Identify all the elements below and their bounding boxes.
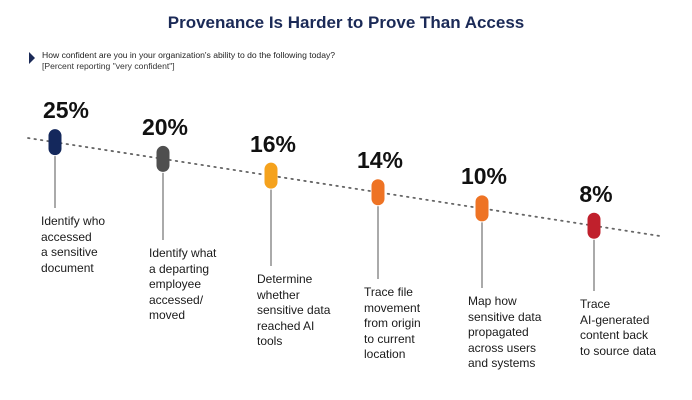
category-label-line: employee (149, 277, 202, 291)
survey-question: How confident are you in your organizati… (42, 50, 336, 60)
category-label-line: Trace file (364, 285, 413, 299)
category-label-line: moved (149, 308, 186, 322)
category-label: Identify what a departing employee accessed… (149, 246, 216, 324)
category-label-line: to source data (580, 343, 657, 358)
category-label-line: sensitive data (468, 309, 542, 324)
value-label: 8% (579, 180, 613, 207)
trend-line (27, 137, 661, 237)
category-label-line: document (41, 260, 94, 275)
category-label-line: from origin (364, 316, 421, 330)
category-label-line: across users (468, 340, 537, 355)
category-label-line: Determine (257, 272, 313, 286)
category-label: Determine whether sensitive data reached AI… (257, 272, 330, 350)
category-label-line: a departing (149, 261, 210, 276)
category-label-line: movement (364, 300, 421, 315)
category-label-line: Map how (468, 294, 517, 308)
category-label: Trace AI-generated content back to source d… (580, 297, 656, 359)
category-label: Identify who accessed a sensitive document (41, 214, 105, 276)
value-label: 25% (42, 97, 90, 124)
data-point-marker (587, 212, 601, 239)
data-point-marker (475, 195, 489, 222)
category-label-line: sensitive data (257, 303, 331, 317)
category-label-line: accessed/ (149, 292, 204, 307)
data-point-marker (371, 179, 385, 206)
triangle-marker-icon (29, 52, 35, 64)
category-label-line: Identify who (41, 214, 106, 228)
category-label-line: Trace (580, 297, 611, 311)
data-point-marker (156, 145, 170, 172)
category-label-line: a sensitive (41, 245, 98, 259)
category-label: Map how sensitive data propagated across us… (468, 294, 541, 372)
data-point-marker (264, 162, 278, 189)
category-label-line: propagated (468, 325, 529, 339)
value-label: 20% (141, 113, 189, 140)
category-label-line: to current (364, 331, 415, 346)
category-label: Trace file movement from origin to current l… (364, 285, 421, 363)
category-label-line: Identify what (149, 246, 217, 260)
category-label-line: content back (580, 328, 649, 342)
survey-note: [Percent reporting "very confident"] (42, 61, 175, 71)
value-label: 14% (356, 147, 404, 174)
category-label-line: reached AI (257, 318, 315, 333)
chart-title: Provenance Is Harder to Prove Than Acces… (167, 13, 525, 32)
category-label-line: whether (257, 287, 300, 302)
data-point-marker (48, 129, 62, 156)
category-label-line: accessed (41, 229, 92, 244)
category-label-line: AI-generated (580, 312, 650, 327)
value-label: 10% (460, 163, 508, 190)
category-label-line: tools (257, 334, 283, 348)
value-label: 16% (249, 130, 297, 157)
category-label-line: and systems (468, 356, 536, 370)
category-label-line: location (364, 347, 406, 361)
